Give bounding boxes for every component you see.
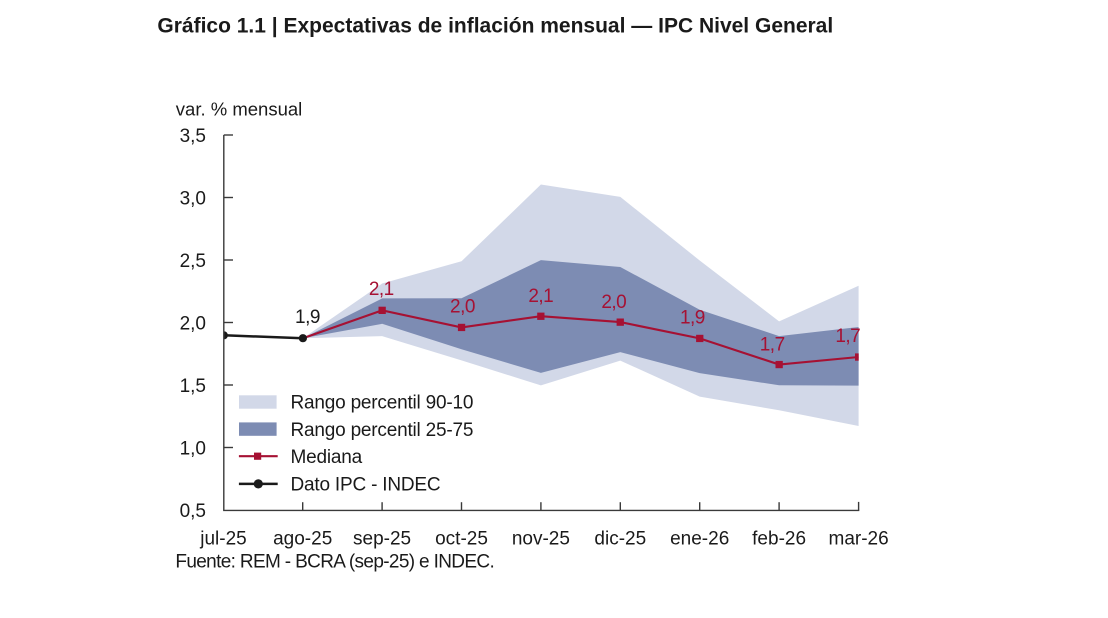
svg-text:Rango percentil 25-75: Rango percentil 25-75 <box>291 420 474 441</box>
svg-text:0,5: 0,5 <box>180 501 206 522</box>
svg-text:1,9: 1,9 <box>295 307 320 328</box>
svg-text:Mediana: Mediana <box>291 447 363 468</box>
svg-text:ene-26: ene-26 <box>670 529 729 550</box>
svg-text:oct-25: oct-25 <box>435 529 488 550</box>
svg-text:1,0: 1,0 <box>180 439 206 460</box>
svg-text:3,5: 3,5 <box>180 126 206 147</box>
svg-text:jul-25: jul-25 <box>199 529 246 550</box>
svg-text:nov-25: nov-25 <box>512 529 570 550</box>
svg-text:1,5: 1,5 <box>180 376 206 397</box>
svg-text:1,7: 1,7 <box>835 326 860 347</box>
svg-text:Gráfico 1.1 | Expectativas de: Gráfico 1.1 | Expectativas de inflación … <box>157 15 833 38</box>
svg-text:feb-26: feb-26 <box>752 529 806 550</box>
svg-text:2,5: 2,5 <box>180 251 206 272</box>
svg-text:2,1: 2,1 <box>528 286 553 307</box>
svg-text:ago-25: ago-25 <box>273 529 332 550</box>
svg-text:Rango percentil 90-10: Rango percentil 90-10 <box>291 393 474 414</box>
svg-text:dic-25: dic-25 <box>594 529 646 550</box>
svg-text:1,7: 1,7 <box>760 334 785 355</box>
svg-text:1,9: 1,9 <box>680 307 705 328</box>
svg-text:3,0: 3,0 <box>180 189 206 210</box>
svg-text:Dato IPC - INDEC: Dato IPC - INDEC <box>291 474 441 495</box>
svg-text:2,0: 2,0 <box>450 297 475 318</box>
svg-text:2,1: 2,1 <box>369 279 394 300</box>
svg-text:2,0: 2,0 <box>180 314 206 335</box>
svg-text:var. % mensual: var. % mensual <box>176 99 302 120</box>
svg-text:Fuente: REM - BCRA (sep-25) e: Fuente: REM - BCRA (sep-25) e INDEC. <box>175 552 494 573</box>
svg-text:mar-26: mar-26 <box>829 529 889 550</box>
svg-text:2,0: 2,0 <box>601 292 626 313</box>
svg-text:sep-25: sep-25 <box>353 529 411 550</box>
